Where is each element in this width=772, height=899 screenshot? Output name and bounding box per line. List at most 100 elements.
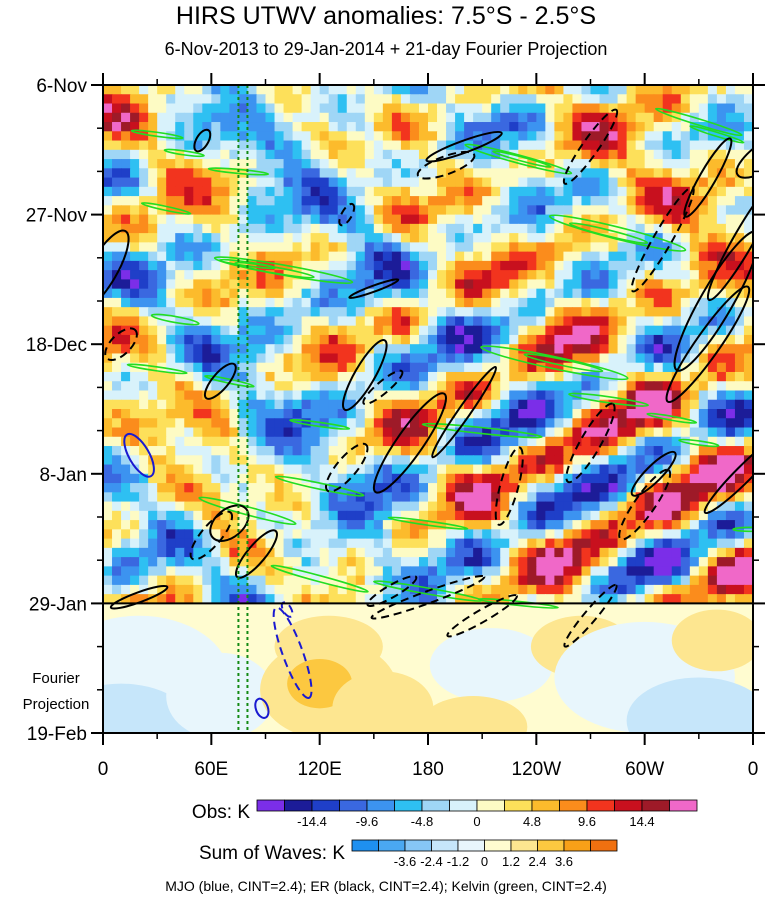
obs-cell	[328, 418, 339, 429]
obs-cell	[193, 501, 203, 512]
obs-cell	[274, 464, 285, 475]
obs-cell	[238, 214, 249, 225]
obs-cell	[698, 85, 709, 95]
obs-cell	[193, 297, 203, 308]
obs-cell	[166, 140, 176, 151]
obs-cell	[121, 464, 131, 475]
er-contour	[562, 108, 619, 185]
obs-cell	[653, 510, 664, 521]
obs-cell	[247, 436, 258, 447]
obs-cell	[400, 557, 411, 567]
obs-cell	[355, 177, 366, 188]
obs-cell	[130, 538, 140, 549]
obs-cell	[446, 297, 456, 308]
obs-cell	[545, 390, 555, 401]
obs-cell	[409, 112, 420, 123]
obs-cell	[734, 334, 745, 345]
obs-cell	[644, 85, 655, 95]
obs-cell	[328, 501, 339, 512]
obs-cell	[590, 557, 601, 567]
obs-cell	[653, 168, 664, 179]
obs-cell	[572, 325, 583, 336]
obs-cell	[590, 575, 601, 586]
obs-cell	[725, 575, 736, 586]
obs-cell	[437, 260, 447, 271]
obs-cell	[428, 436, 438, 447]
obs-cell	[382, 381, 393, 392]
obs-cell	[716, 177, 727, 188]
obs-cell	[121, 390, 131, 401]
obs-cell	[437, 594, 447, 603]
obs-cell	[274, 399, 285, 410]
obs-cell	[166, 520, 176, 530]
obs-cell	[103, 529, 113, 540]
obs-cell	[256, 464, 267, 475]
obs-cell	[301, 547, 312, 558]
obs-cell	[400, 186, 411, 197]
obs-cell	[680, 501, 691, 512]
obs-cell	[175, 140, 185, 151]
obs-cell	[364, 307, 375, 318]
obs-cell	[644, 520, 655, 530]
obs-cell	[139, 547, 149, 558]
obs-cell	[554, 381, 565, 392]
obs-cell	[175, 446, 185, 456]
obs-cell	[409, 362, 420, 373]
obs-cell	[608, 279, 619, 290]
obs-cell	[509, 196, 519, 206]
obs-cell	[590, 409, 601, 419]
obs-cell	[482, 399, 492, 410]
obs-cell	[328, 140, 339, 151]
kelvin-contour	[480, 345, 629, 381]
obs-cell	[716, 353, 727, 364]
obs-cell	[247, 288, 258, 299]
obs-cell	[509, 316, 519, 327]
obs-cell	[211, 325, 221, 336]
obs-cell	[220, 242, 230, 253]
obs-cell	[130, 547, 140, 558]
obs-cell	[518, 520, 528, 530]
obs-cell	[373, 149, 384, 160]
kelvin-contour	[732, 526, 753, 533]
obs-cell	[391, 214, 402, 225]
obs-cell	[527, 483, 537, 493]
obs-cell	[536, 196, 546, 206]
obs-cell	[328, 538, 339, 549]
obs-cell	[572, 279, 583, 290]
obs-cell	[301, 279, 312, 290]
obs-cell	[220, 464, 230, 475]
obs-cell	[337, 168, 348, 179]
obs-cell	[707, 103, 718, 114]
obs-cell	[626, 214, 637, 225]
obs-cell	[139, 297, 149, 308]
obs-cell	[139, 112, 149, 123]
obs-cell	[247, 140, 258, 151]
obs-cell	[518, 334, 528, 345]
obs-cell	[473, 409, 483, 419]
obs-cell	[220, 510, 230, 521]
obs-cell	[319, 436, 330, 447]
obs-cell	[680, 177, 691, 188]
obs-cell	[247, 297, 258, 308]
obs-cell	[373, 140, 384, 151]
obs-cell	[707, 575, 718, 586]
obs-cell	[355, 288, 366, 299]
obs-cell	[373, 325, 384, 336]
obs-cell	[112, 251, 122, 262]
obs-cell	[572, 584, 583, 595]
obs-cell	[680, 538, 691, 549]
obs-cell	[301, 510, 312, 521]
obs-cell	[130, 510, 140, 521]
obs-cell	[617, 455, 628, 466]
obs-cell	[346, 520, 357, 530]
obs-cell	[193, 399, 203, 410]
obs-cell	[527, 325, 537, 336]
obs-cell	[409, 418, 420, 429]
obs-cell	[554, 242, 565, 253]
obs-cell	[346, 557, 357, 567]
obs-cell	[337, 464, 348, 475]
obs-cell	[635, 566, 646, 577]
obs-cell	[590, 483, 601, 493]
obs-cell	[635, 594, 646, 603]
obs-cell	[346, 566, 357, 577]
